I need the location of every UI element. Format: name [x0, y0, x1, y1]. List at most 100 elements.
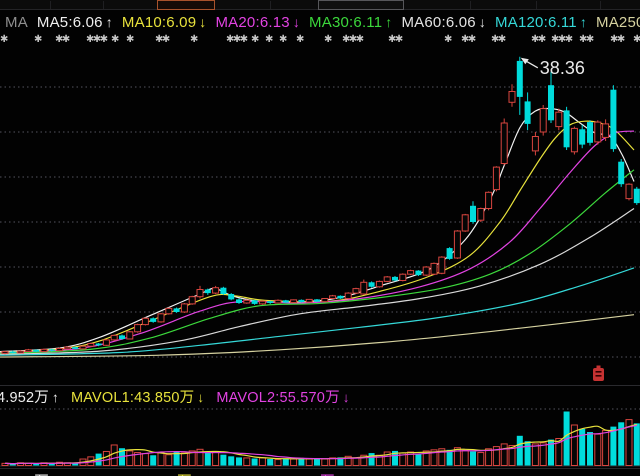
candle-body-up	[157, 313, 165, 323]
volume-bar-up	[485, 448, 493, 467]
event-marker: ✱✱	[491, 34, 506, 45]
candle-body-down	[524, 101, 531, 124]
candle-body-down	[579, 129, 586, 145]
candle-body-up	[508, 91, 516, 103]
volume-bar-up	[126, 450, 134, 467]
stamp-icon-detail	[595, 375, 602, 377]
candle-body-up	[188, 296, 196, 305]
candle-body-up	[258, 300, 266, 305]
volume-bar-down	[579, 428, 586, 466]
tab-divider	[270, 1, 271, 9]
candle-body-up	[134, 324, 142, 333]
event-marker: ✱	[251, 34, 259, 45]
event-marker: ✱	[633, 34, 640, 45]
candle-body-up	[602, 123, 610, 138]
event-marker: ✱	[296, 34, 304, 45]
ma-legend: MA MA5:6.06 ↑ MA10:6.09 ↓ MA20:6.13 ↓ MA30:6.1…	[5, 11, 640, 33]
candle-body-up	[321, 298, 329, 303]
candle-body-up	[40, 348, 48, 353]
volume-bar-down	[524, 441, 531, 466]
candle-body-up	[360, 281, 368, 295]
candle-body-down	[33, 349, 40, 352]
volume-bar-up	[212, 450, 220, 466]
volume-bar-down	[298, 457, 305, 466]
candle-body-down	[610, 89, 617, 150]
volume-bar-down	[610, 426, 617, 466]
volume-bar-down	[48, 463, 55, 466]
event-marker: ✱	[190, 34, 198, 45]
volume-bar-up	[274, 459, 282, 466]
volume-bar-up	[188, 450, 196, 467]
event-marker: ✱	[444, 34, 452, 45]
ma-line-ma5	[0, 107, 635, 353]
event-marker: ✱	[265, 34, 273, 45]
volume-bar-up	[453, 447, 461, 466]
top-tab-bar	[0, 0, 640, 10]
candle-body-up	[126, 331, 134, 340]
candle-body-up	[56, 347, 64, 352]
candle-body-up	[141, 317, 149, 326]
annotation-arrowhead	[520, 57, 529, 65]
volume-bar-up	[290, 458, 298, 466]
candle-body-down	[236, 299, 242, 303]
volume-bar-up	[243, 457, 251, 467]
candle-body-up	[79, 345, 87, 350]
candle-body-down	[173, 308, 180, 312]
vol-vol-label: 4.952万 ↑	[0, 390, 59, 406]
candle-body-up	[102, 339, 110, 346]
event-marker: ✱✱	[55, 34, 70, 45]
candle-body-up	[24, 349, 32, 353]
volume-bar-up	[321, 458, 329, 466]
volume-bar-down	[33, 463, 40, 466]
candle-body-up	[180, 303, 188, 313]
event-marker: ✱	[111, 34, 119, 45]
candle-body-up	[243, 299, 251, 304]
vol-vol-arrow-icon: ↑	[52, 390, 59, 405]
next-mavol1-arrow-icon: ↓	[192, 474, 199, 476]
candle-body-down	[251, 300, 258, 304]
ma-legend-prefix: MA	[5, 13, 28, 31]
candle-body-up	[383, 276, 391, 282]
candle-body-up	[438, 256, 446, 274]
ma-ma60-label: MA60:6.06 ↓	[401, 13, 487, 31]
candle-body-up	[329, 295, 337, 299]
candle-body-up	[290, 299, 298, 304]
candle-body-down	[337, 295, 344, 299]
volume-bar-down	[548, 439, 554, 466]
next-mavol1-label: MAVOL1:43.850万↓	[68, 470, 199, 476]
volume-bar-down	[9, 463, 16, 466]
volume-bar-up	[110, 444, 118, 467]
clipped-next-pane-row: 4.952万↑ MAVOL1:43.850万↓ MAVOL2:55.570万↓	[0, 468, 640, 476]
candle-body-up	[407, 270, 415, 275]
tab-secondary[interactable]	[318, 0, 404, 10]
stamp-icon-detail	[595, 371, 602, 373]
volume-bar-up	[344, 455, 352, 467]
mavol2-line	[4, 424, 637, 465]
candle-body-down	[415, 270, 422, 276]
candle-body-up	[430, 262, 438, 275]
candle-body-up	[570, 127, 578, 153]
volume-bar-up	[258, 457, 266, 467]
volume-bar-up	[430, 449, 438, 466]
volume-bar-up	[461, 449, 469, 467]
candle-body-down	[72, 347, 79, 349]
stamp-icon	[593, 368, 604, 381]
event-marker: ✱✱✱	[342, 34, 364, 45]
candle-body-down	[267, 301, 274, 303]
volume-bar-up	[180, 452, 188, 466]
candle-body-down	[204, 289, 211, 294]
ma-ma10-label: MA10:6.09 ↓	[121, 13, 207, 31]
volume-bar-down	[446, 449, 453, 466]
volume-bar-down	[470, 451, 476, 466]
volume-bar-up	[477, 452, 485, 467]
candle-body-down	[119, 335, 125, 339]
event-marker: ✱	[0, 34, 8, 45]
candle-body-down	[563, 110, 570, 148]
volume-bar-down	[236, 457, 242, 466]
volume-bar-down	[220, 454, 227, 466]
event-marker: ✱✱✱	[551, 34, 573, 45]
tab-active[interactable]	[157, 0, 215, 10]
candle-body-up	[352, 288, 360, 294]
